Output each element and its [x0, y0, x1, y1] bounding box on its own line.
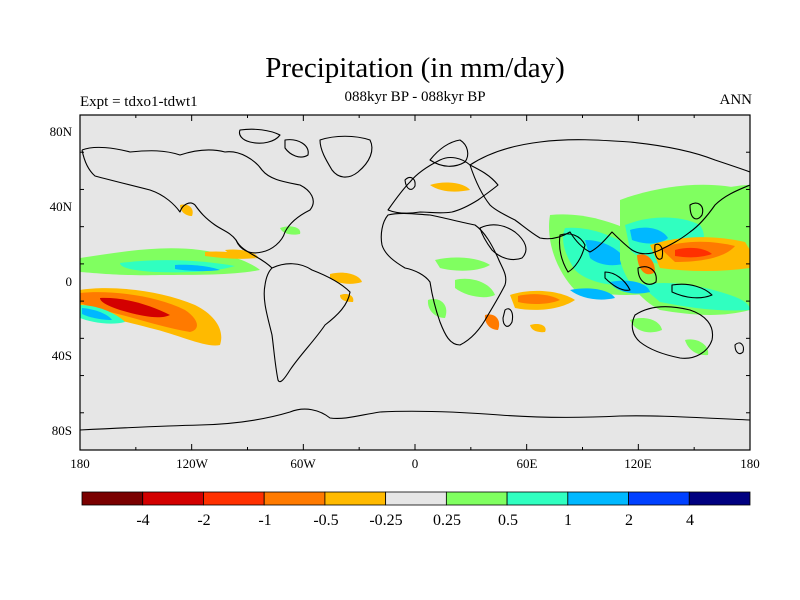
- coast-asia: [469, 139, 750, 255]
- coast-antarctica: [80, 408, 750, 431]
- coast-india: [558, 233, 586, 273]
- colorbar-label: -4: [136, 512, 149, 529]
- coastlines: [80, 128, 750, 431]
- anomaly-north-pacific-itcz-blue: [175, 264, 220, 272]
- anomaly-northwest-atlantic-orange: [180, 204, 193, 216]
- anomaly-australia-green: [630, 318, 662, 333]
- x-tick-label: 60W: [290, 456, 316, 471]
- colorbar-swatch: [203, 491, 265, 506]
- colorbar-label: 0.5: [498, 512, 518, 529]
- colorbar-swatch: [506, 491, 569, 506]
- x-tick-label: 180: [70, 456, 90, 471]
- experiment-label: Expt = tdxo1-tdwt1: [80, 94, 198, 110]
- anomaly-maritime-blue: [610, 280, 650, 294]
- x-tick-labels: 180 120W 60W 0 60E 120E 180: [70, 456, 760, 471]
- colorbar-label: -1: [258, 512, 271, 529]
- x-tick-label: 60E: [517, 456, 538, 471]
- coast-borneo: [637, 266, 657, 285]
- anomaly-south-africa-green: [427, 299, 447, 318]
- y-tick-labels: 80N 40N 0 40S 80S: [50, 124, 73, 438]
- x-tick-label: 120W: [176, 456, 209, 471]
- colorbar-swatch: [445, 491, 508, 506]
- coast-madagascar: [502, 308, 514, 327]
- colorbar-swatch: [324, 491, 387, 506]
- coast-africa: [380, 212, 507, 346]
- anomaly-sw-indian-red: [518, 294, 560, 305]
- y-tick-label: 80S: [52, 423, 72, 438]
- anomaly-caribbean-orange: [225, 249, 258, 258]
- colorbar-swatch: [142, 491, 204, 506]
- coast-sumatra: [604, 271, 631, 291]
- coast-new-zealand: [734, 342, 744, 355]
- anomaly-philippine-sea-core: [675, 247, 712, 258]
- anomaly-east-africa-green: [455, 278, 495, 298]
- anomaly-philippines-orange: [637, 254, 655, 275]
- plot-title: Precipitation (in mm/day): [265, 52, 565, 84]
- coast-uk: [404, 177, 416, 190]
- coast-europe: [387, 156, 499, 214]
- anomaly-south-pacific-core: [100, 297, 170, 318]
- plot-subtitle: 088kyr BP - 088kyr BP: [344, 89, 486, 105]
- y-tick-label: 0: [66, 274, 73, 289]
- y-tick-label: 80N: [50, 124, 73, 139]
- x-tick-label: 0: [412, 456, 419, 471]
- coast-arabia: [479, 224, 527, 261]
- coast-arctic-islands: [238, 128, 281, 144]
- coast-south-america: [263, 263, 351, 383]
- colorbar-labels: -4 -2 -1 -0.5 -0.25 0.25 0.5 1 2 4: [136, 512, 694, 529]
- anomaly-atlantic-orange: [330, 272, 362, 284]
- colorbar-label: 0.25: [433, 512, 461, 529]
- colorbar-swatch: [385, 491, 447, 506]
- colorbar-label: -0.25: [369, 512, 402, 529]
- anomaly-south-atlantic-orange: [340, 293, 354, 302]
- colorbar-swatch: [567, 491, 629, 506]
- anomaly-north-atlantic-orange: [430, 182, 470, 192]
- coast-australia: [631, 306, 714, 359]
- colorbar: [81, 491, 751, 506]
- anomaly-arabian-sea-blue: [570, 288, 615, 300]
- colorbar-swatch: [628, 491, 690, 506]
- coast-scandinavia: [429, 139, 469, 167]
- anomaly-west-pacific-blue: [630, 227, 668, 244]
- axis-ticks: [79, 114, 751, 451]
- coast-philippines: [654, 243, 664, 260]
- coast-greenland: [319, 135, 373, 178]
- anomaly-madagascar-orange: [484, 314, 500, 330]
- colorbar-label: -2: [197, 512, 210, 529]
- colorbar-swatch: [81, 491, 144, 506]
- anomaly-indian-ocean-blue: [585, 240, 628, 266]
- coast-north-america: [81, 146, 314, 254]
- coast-baffin: [284, 139, 309, 158]
- colorbar-label: 1: [564, 512, 572, 529]
- anomaly-africa-green: [435, 257, 490, 271]
- anomaly-south-indian-orange: [530, 323, 546, 333]
- anomaly-south-pacific-blue-core: [82, 308, 112, 320]
- coast-central-america: [235, 239, 273, 269]
- colorbar-label: 4: [686, 512, 694, 529]
- season-label: ANN: [719, 92, 753, 108]
- x-tick-label: 180: [740, 456, 760, 471]
- anomaly-maritime-cyan: [640, 283, 750, 311]
- y-tick-label: 40N: [50, 199, 73, 214]
- anomaly-field: [80, 182, 750, 356]
- x-tick-label: 120E: [624, 456, 652, 471]
- anomaly-east-australia-green: [685, 339, 709, 356]
- colorbar-swatch: [688, 491, 751, 506]
- colorbar-label: -0.5: [313, 512, 338, 529]
- colorbar-label: 2: [625, 512, 633, 529]
- coast-japan: [689, 202, 704, 220]
- y-tick-label: 40S: [52, 348, 72, 363]
- colorbar-swatch: [263, 491, 326, 506]
- coast-new-guinea: [671, 283, 713, 299]
